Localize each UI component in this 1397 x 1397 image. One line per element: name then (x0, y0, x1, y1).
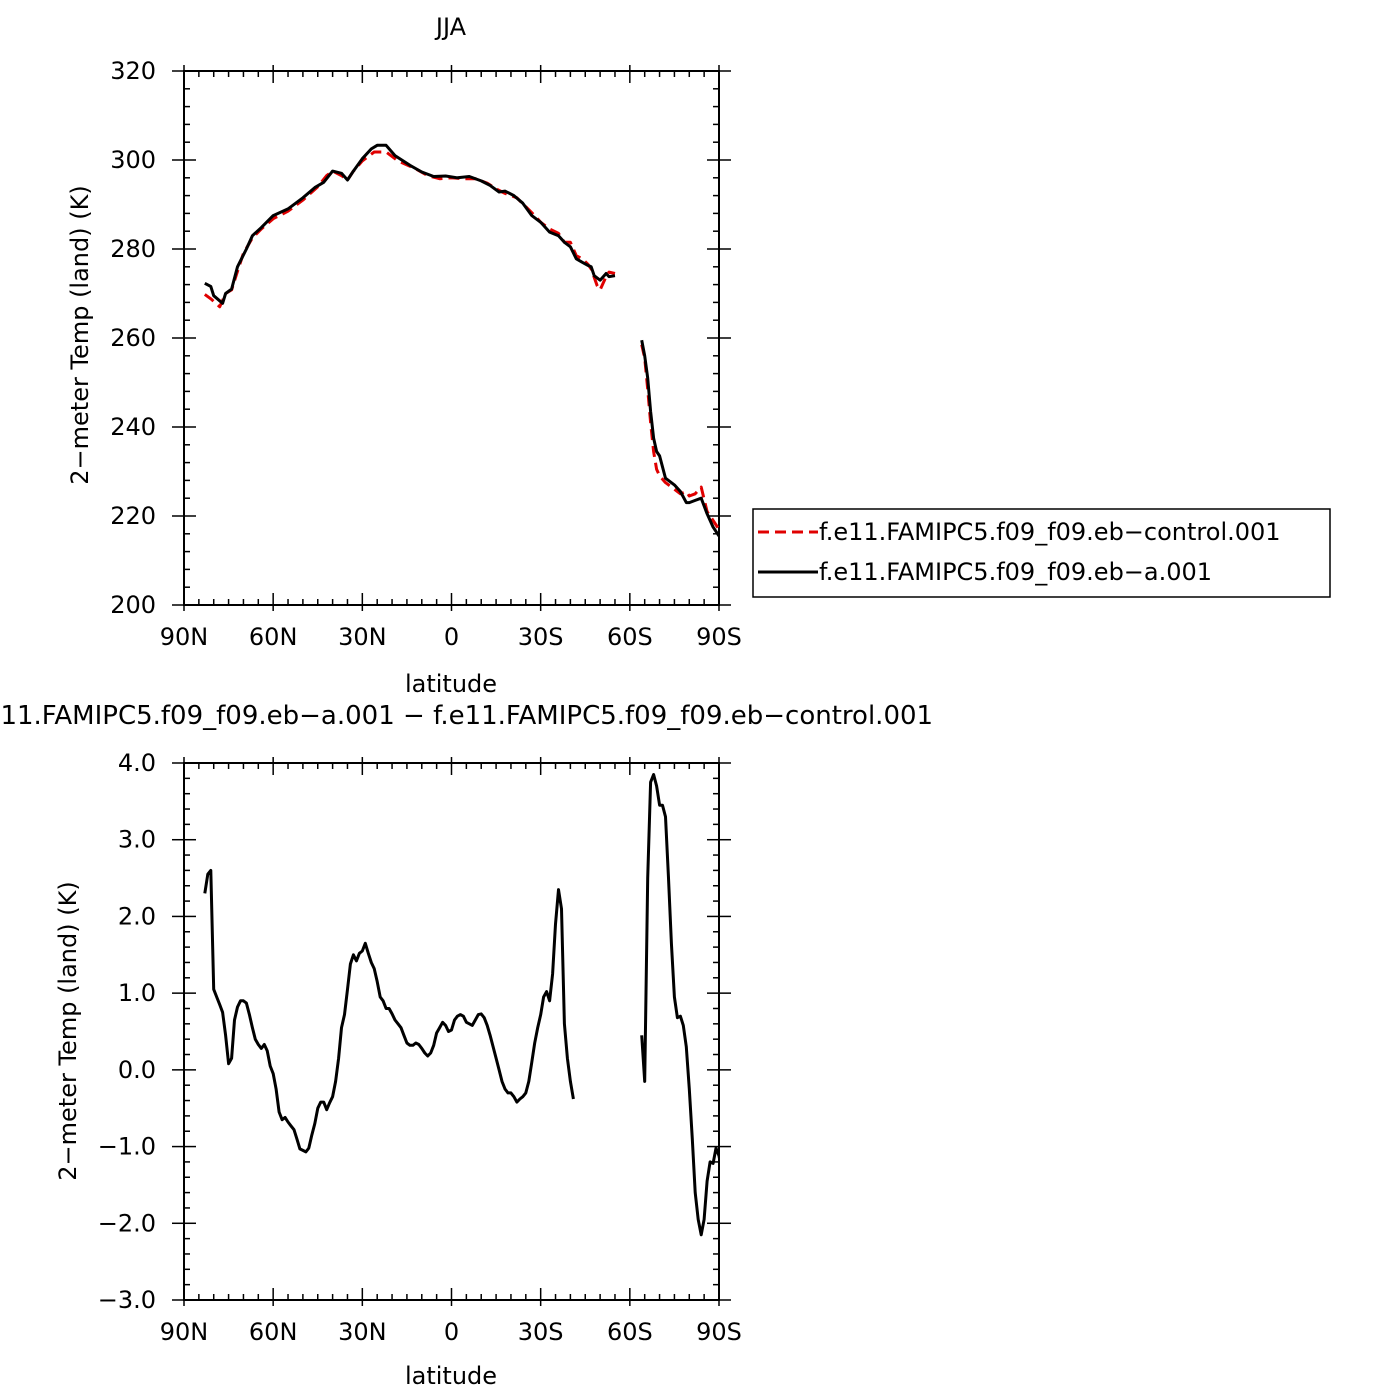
series-line-a (204, 143, 616, 305)
y-tick-label: 320 (110, 57, 156, 85)
chart-title: JJA (434, 13, 467, 41)
x-axis-label: latitude (405, 670, 497, 698)
y-tick-label: 0.0 (118, 1056, 156, 1084)
y-tick-label: −2.0 (98, 1209, 156, 1237)
legend: f.e11.FAMIPC5.f09_f09.eb−control.001 f.e… (752, 508, 1331, 598)
x-tick-label: 90N (160, 623, 209, 651)
x-tick-label: 30S (518, 623, 564, 651)
y-tick-label: 2.0 (118, 902, 156, 930)
x-tick-label: 30N (338, 623, 387, 651)
y-tick-label: 260 (110, 324, 156, 352)
y-tick-label: 240 (110, 413, 156, 441)
series-line-difference (640, 773, 719, 1237)
axes-frame (183, 70, 720, 606)
y-axis-label: 2−meter Temp (land) (K) (54, 881, 82, 1180)
x-tick-label: 60S (607, 1318, 653, 1346)
series-line-difference (203, 868, 575, 1154)
x-tick-label: 0 (444, 623, 459, 651)
x-tick-label: 30N (338, 1318, 387, 1346)
legend-label-control: f.e11.FAMIPC5.f09_f09.eb−control.001 (819, 518, 1281, 546)
y-tick-label: 3.0 (118, 826, 156, 854)
y-tick-label: 280 (110, 235, 156, 263)
y-axis-label: 2−meter Temp (land) (K) (66, 185, 94, 484)
series-line-control (640, 344, 719, 531)
x-tick-label: 60N (249, 1318, 298, 1346)
y-tick-label: 4.0 (118, 749, 156, 777)
y-tick-label: 300 (110, 146, 156, 174)
plot-area: 90N 60N 30N 0 30S 60S 90S −3.0 −2.0 −1.0 0.0 1.0 2.0… (98, 749, 742, 1346)
difference-chart: f.e11.FAMIPC5.f09_f09.eb−a.001 − f.e11.F… (0, 701, 933, 1390)
x-tick-label: 0 (444, 1318, 459, 1346)
y-tick-label: −1.0 (98, 1133, 156, 1161)
legend-box (752, 508, 1331, 598)
y-tick-label: 220 (110, 502, 156, 530)
x-tick-label: 90S (696, 623, 742, 651)
x-tick-label: 60N (249, 623, 298, 651)
x-tick-label: 30S (518, 1318, 564, 1346)
y-tick-label: −3.0 (98, 1286, 156, 1314)
y-tick-label: 1.0 (118, 979, 156, 1007)
temperature-chart: JJA 2−meter Temp (land) (K) latitude 90N… (66, 13, 1331, 698)
x-tick-label: 60S (607, 623, 653, 651)
series-line-a (640, 339, 719, 537)
x-axis-label: latitude (405, 1362, 497, 1390)
y-tick-label: 200 (110, 591, 156, 619)
x-tick-label: 90S (696, 1318, 742, 1346)
series-line-control (203, 150, 616, 309)
x-tick-label: 90N (160, 1318, 209, 1346)
chart-title: f.e11.FAMIPC5.f09_f09.eb−a.001 − f.e11.F… (0, 701, 933, 731)
plot-area: 90N 60N 30N 0 30S 60S 90S 200 220 240 260 280 300 320 (110, 57, 742, 651)
legend-label-a: f.e11.FAMIPC5.f09_f09.eb−a.001 (819, 558, 1212, 586)
